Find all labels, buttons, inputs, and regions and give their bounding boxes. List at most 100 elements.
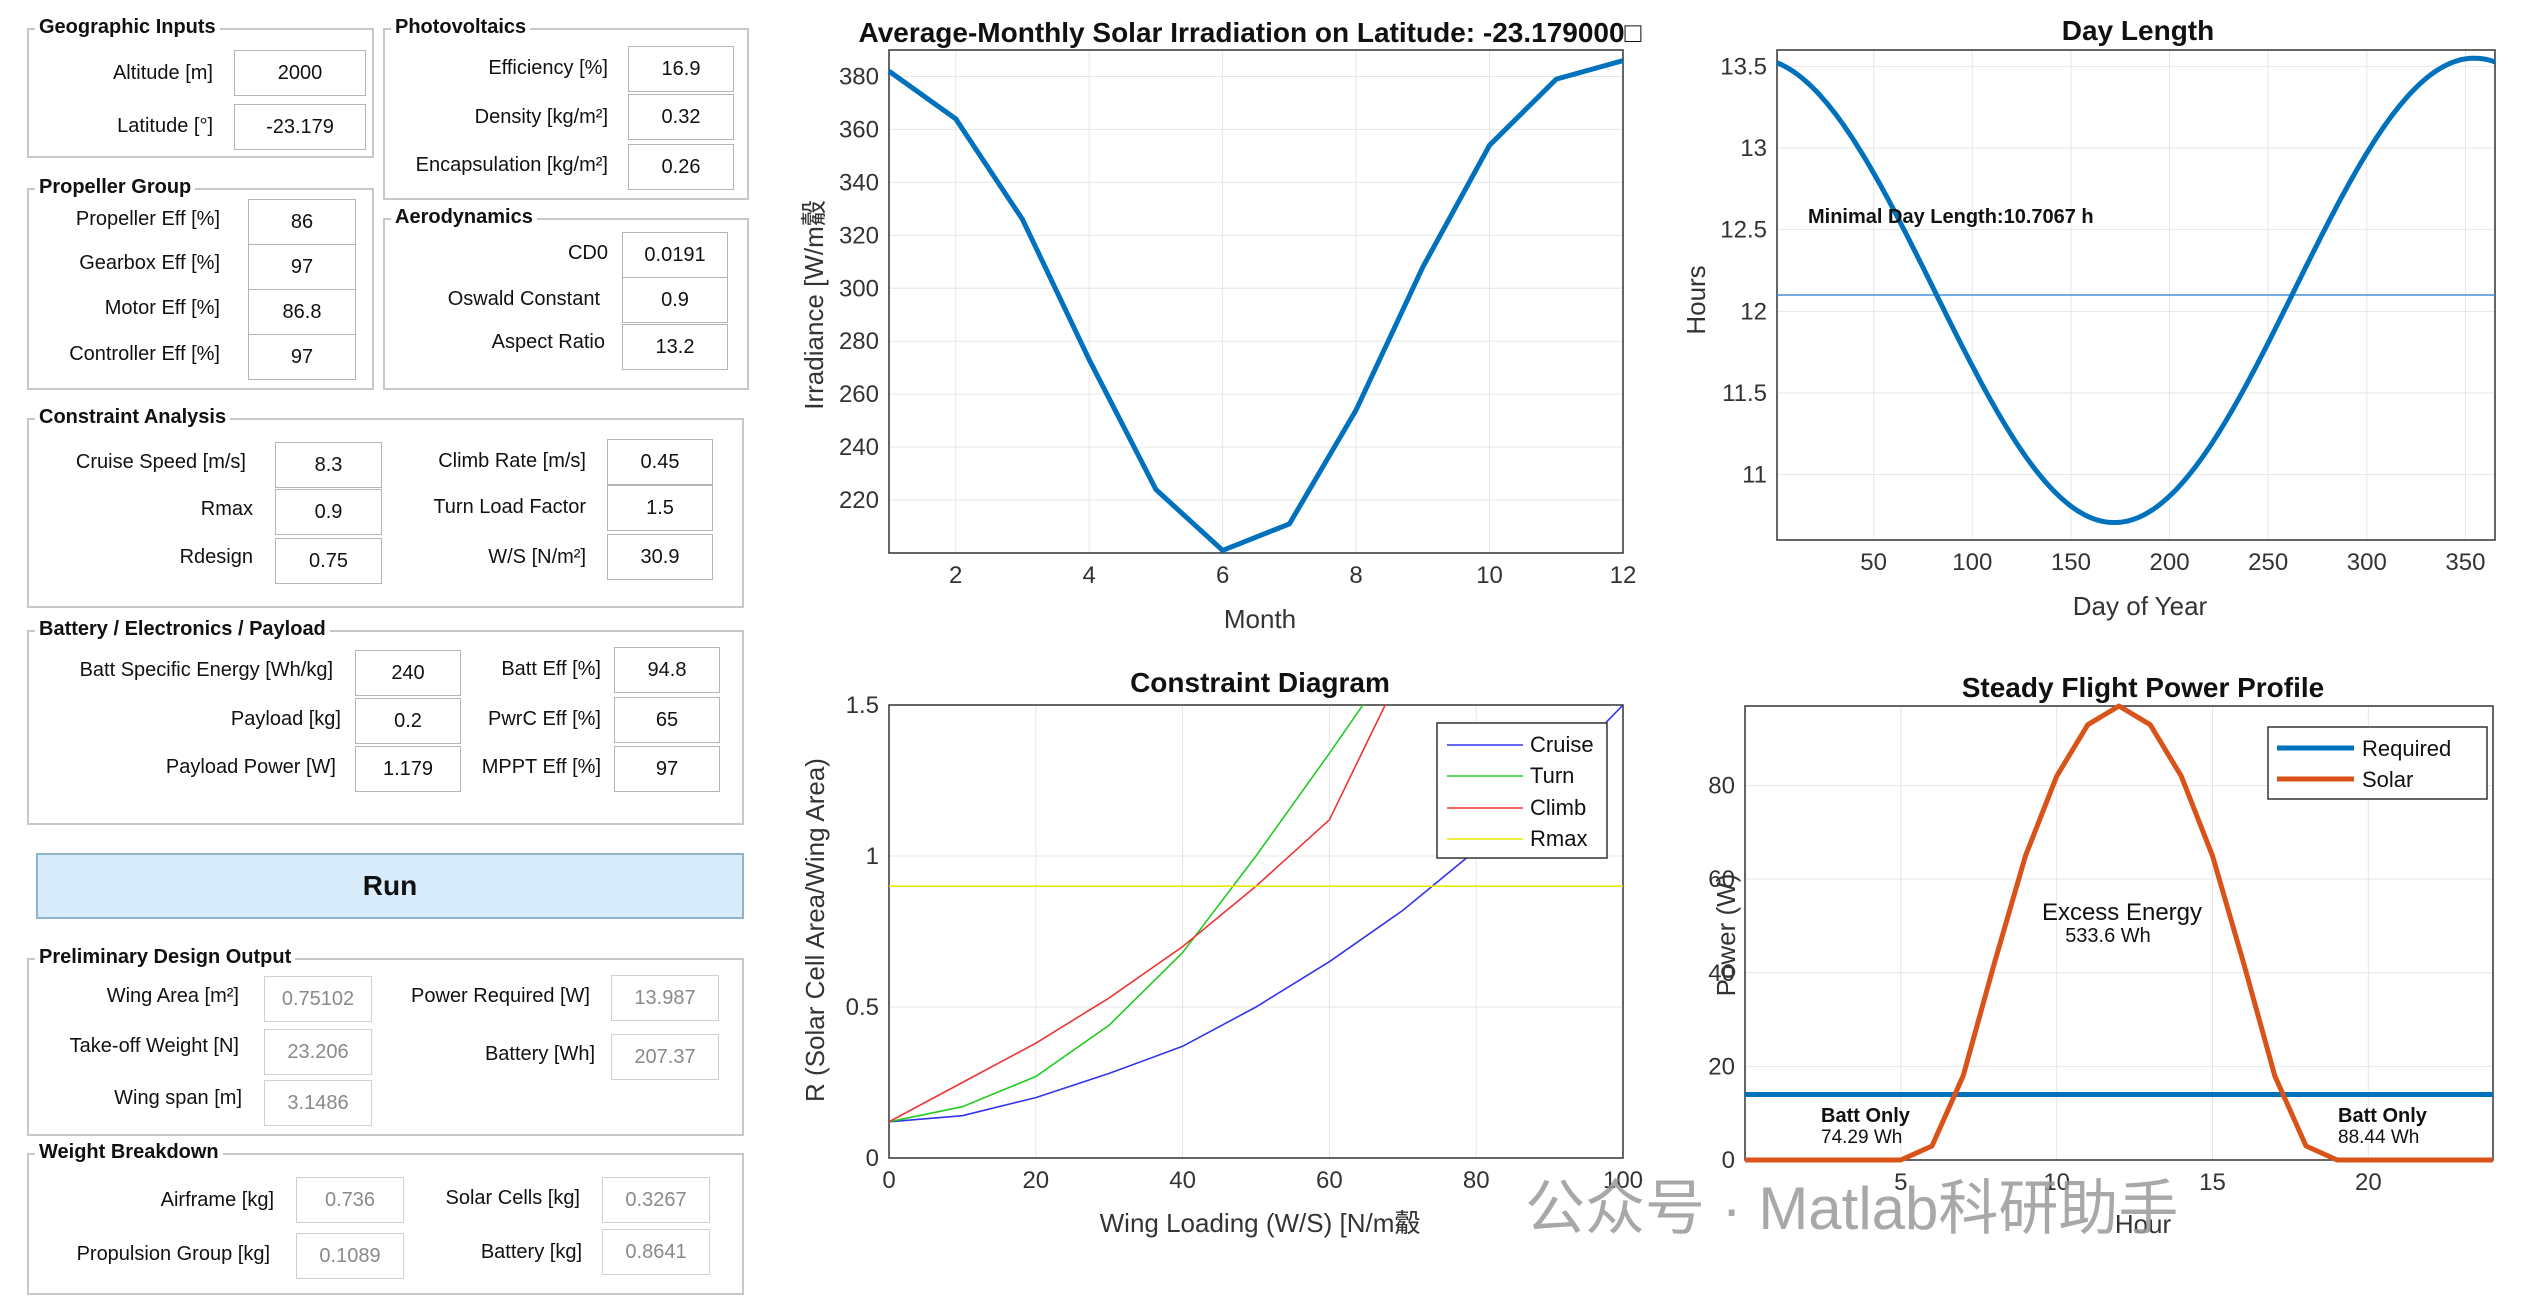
series-turn-line [889, 705, 1364, 1123]
x-tick-label: 20 [2355, 1169, 2382, 1196]
batt-only-left-value: 74.29 Wh [1821, 1127, 1902, 1148]
batt-eff-field[interactable]: 94.8 [614, 647, 720, 693]
wing-span-label: Wing span [m] [114, 1087, 242, 1109]
legend-rmax: Rmax [1530, 826, 1587, 851]
aspect-ratio-label: Aspect Ratio [491, 331, 605, 353]
x-tick-label: 100 [1952, 549, 1992, 576]
latitude-field[interactable]: -23.179 [234, 104, 366, 150]
takeoff-weight-output: 23.206 [264, 1029, 372, 1075]
y-tick-label: 0.5 [846, 994, 879, 1021]
panel-title: Weight Breakdown [35, 1141, 223, 1164]
x-tick-label: 15 [2199, 1169, 2226, 1196]
payload-label: Payload [kg] [230, 708, 341, 730]
altitude-field[interactable]: 2000 [234, 50, 366, 96]
x-tick-label: 300 [2347, 549, 2387, 576]
cruise-speed-field[interactable]: 8.3 [275, 442, 382, 488]
y-tick-label: 280 [839, 328, 879, 355]
chart-title: Day Length [2062, 15, 2214, 46]
legend: Cruise Turn Climb Rmax [1436, 722, 1608, 859]
takeoff-weight-label: Take-off Weight [N] [69, 1035, 239, 1057]
x-tick-label: 4 [1083, 562, 1096, 589]
climb-rate-field[interactable]: 0.45 [607, 439, 713, 485]
x-tick-label: 350 [2445, 549, 2485, 576]
payload-field[interactable]: 0.2 [355, 698, 461, 744]
power-required-output: 13.987 [611, 975, 719, 1021]
pwrc-eff-label: PwrC Eff [%] [488, 708, 601, 730]
plot-frame [888, 704, 1624, 1159]
y-tick-label: 11 [1742, 462, 1767, 489]
run-button[interactable]: Run [36, 853, 744, 919]
airframe-label: Airframe [kg] [160, 1189, 274, 1211]
y-tick-label: 1 [866, 843, 879, 870]
y-tick-label: 360 [839, 116, 879, 143]
day-length-line [1776, 55, 2496, 525]
mppt-eff-field[interactable]: 97 [614, 746, 720, 792]
y-axis-label: R (Solar Cell Area/Wing Area) [800, 758, 830, 1102]
climb-rate-label: Climb Rate [m/s] [438, 450, 586, 472]
x-tick-label: 150 [2051, 549, 2091, 576]
plot-frame [888, 49, 1624, 554]
ws-label: W/S [N/m²] [488, 546, 586, 568]
x-tick-label: 6 [1216, 562, 1229, 589]
latitude-label: Latitude [°] [117, 115, 213, 137]
oswald-field[interactable]: 0.9 [622, 277, 728, 323]
aspect-ratio-field[interactable]: 13.2 [622, 324, 728, 370]
legend: Required Solar [2267, 726, 2488, 800]
turn-load-field[interactable]: 1.5 [607, 485, 713, 531]
x-tick-label: 8 [1349, 562, 1362, 589]
encapsulation-field[interactable]: 0.26 [628, 144, 734, 190]
battery-wh-label: Battery [Wh] [484, 1043, 595, 1065]
y-tick-label: 320 [839, 222, 879, 249]
y-tick-label: 40 [1708, 960, 1735, 987]
cd0-field[interactable]: 0.0191 [622, 232, 728, 278]
x-tick-label: 250 [2248, 549, 2288, 576]
x-tick-label: 10 [2043, 1169, 2070, 1196]
density-field[interactable]: 0.32 [628, 94, 734, 140]
batt-specific-energy-field[interactable]: 240 [355, 650, 461, 696]
excess-energy-label: Excess Energy [2042, 899, 2202, 926]
x-tick-label: 10 [1476, 562, 1503, 589]
y-tick-label: 13.5 [1720, 53, 1767, 80]
series-climb-line [889, 705, 1387, 1123]
ws-field[interactable]: 30.9 [607, 534, 713, 580]
rdesign-field[interactable]: 0.75 [275, 538, 382, 584]
pwrc-eff-field[interactable]: 65 [614, 697, 720, 743]
x-tick-label: 200 [2150, 549, 2190, 576]
rmax-field[interactable]: 0.9 [275, 489, 382, 535]
x-tick-label: 50 [1860, 549, 1887, 576]
motor-eff-label: Motor Eff [%] [104, 297, 220, 319]
motor-eff-field[interactable]: 86.8 [248, 289, 356, 335]
x-axis-label: Day of Year [2073, 591, 2208, 621]
propulsion-group-output: 0.1089 [296, 1233, 404, 1279]
propeller-eff-field[interactable]: 86 [248, 199, 356, 245]
y-tick-label: 220 [839, 487, 879, 514]
legend-turn: Turn [1530, 763, 1574, 788]
panel-title: Geographic Inputs [35, 16, 220, 39]
controller-eff-field[interactable]: 97 [248, 334, 356, 380]
y-tick-label: 20 [1708, 1053, 1735, 1080]
altitude-label: Altitude [m] [112, 62, 213, 84]
controller-eff-label: Controller Eff [%] [69, 343, 220, 365]
y-tick-label: 0 [1722, 1147, 1735, 1174]
payload-power-field[interactable]: 1.179 [355, 746, 461, 792]
y-tick-label: 12.5 [1720, 217, 1767, 244]
watermark-text: 公众号 · Matlab科研助手 [1525, 1175, 2179, 1242]
power-required-label: Power Required [W] [411, 985, 590, 1007]
wing-span-output: 3.1486 [264, 1080, 372, 1126]
cd0-label: CD0 [567, 242, 608, 264]
y-tick-label: 80 [1708, 773, 1735, 800]
panel-title: Battery / Electronics / Payload [35, 618, 330, 641]
x-tick-label: 5 [1894, 1169, 1907, 1196]
efficiency-field[interactable]: 16.9 [628, 46, 734, 92]
batt-only-right-value: 88.44 Wh [2338, 1127, 2419, 1148]
solar-cells-label: Solar Cells [kg] [445, 1187, 581, 1209]
x-tick-label: 2 [949, 562, 962, 589]
panel-title: Propeller Group [35, 176, 196, 199]
y-axis-label: Irradiance [W/m觳 [799, 200, 829, 410]
y-tick-label: 11.5 [1722, 380, 1767, 407]
batt-only-right-label: Batt Only [2338, 1105, 2428, 1127]
